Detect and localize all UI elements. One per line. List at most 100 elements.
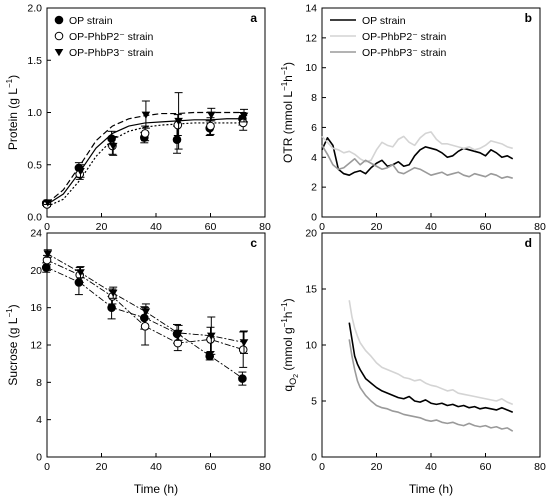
y-tick-label: 16	[30, 302, 42, 314]
x-axis-label: Time (h)	[409, 482, 453, 496]
x-tick-label: 20	[371, 221, 383, 233]
x-tick-label: 60	[480, 221, 492, 233]
y-tick-label: 0	[36, 452, 42, 464]
y-tick-label: 10	[305, 62, 317, 74]
marker-open-circle	[238, 118, 248, 128]
y-label-mid: h	[281, 312, 295, 319]
marker-filled-circle	[238, 374, 247, 383]
y-label-end: )	[281, 62, 295, 66]
x-tick-label: 80	[259, 221, 271, 233]
legend-entry: OP-PhbP2⁻ strain	[330, 31, 446, 43]
y-label-text: Sucrose (g L	[6, 317, 20, 385]
y-tick-label: 4	[36, 414, 42, 426]
y-label-text: Protein (g L	[6, 88, 20, 150]
marker-triangle-down	[43, 199, 53, 207]
panel-letter: d	[525, 236, 532, 250]
x-tick-label: 60	[205, 221, 217, 233]
marker-triangle-down	[108, 289, 118, 298]
x-tick-label: 60	[480, 461, 492, 473]
y-label-sup: −1	[280, 81, 289, 91]
legend-entry: OP strain	[330, 15, 406, 27]
y-axis-label: qO2 (mmol g−1h−1)	[280, 298, 300, 391]
legend-entry: OP strain	[54, 15, 113, 27]
x-tick-label: 40	[425, 221, 437, 233]
y-label-sup2: −1	[280, 65, 289, 75]
y-label-sup: −1	[280, 318, 289, 328]
marker-triangle-down	[239, 339, 249, 347]
y-tick-label: 12	[305, 32, 317, 44]
legend-entry: OP-PhbP2⁻ strain	[54, 31, 153, 43]
x-tick-label: 20	[96, 461, 108, 473]
x-tick-label: 0	[44, 461, 50, 473]
y-tick-label: 0	[311, 212, 317, 224]
y-tick-label: 1.0	[27, 107, 42, 119]
series-2	[348, 300, 514, 406]
legend-label: OP-PhbP3⁻ strain	[362, 47, 446, 59]
marker-open-circle	[54, 31, 64, 41]
marker-triangle-down	[239, 112, 249, 120]
y-label-text: q	[281, 385, 295, 392]
marker-open-circle	[140, 322, 150, 331]
y-label-sup: −1	[5, 308, 14, 318]
y-tick-label: 20	[305, 228, 317, 240]
panel-c: 0 4 8 12 16 20 24 0 20 40 60 80 c Time (h) Sucrose (g …	[5, 228, 271, 497]
x-tick-label: 80	[259, 461, 271, 473]
series-line	[321, 144, 513, 179]
marker-triangle-down	[76, 269, 85, 277]
y-tick-label: 8	[311, 92, 317, 104]
marker-filled-circle	[205, 351, 214, 361]
y-label-end: (mmol g	[281, 327, 295, 374]
y-tick-label: 2	[311, 182, 317, 194]
y-label-sup2: −1	[280, 302, 289, 312]
y-axis-label: OTR (mmol L−1h−1)	[280, 62, 295, 163]
marker-filled-circle	[172, 135, 182, 144]
series-line	[321, 131, 513, 163]
y-tick-label: 5	[311, 396, 317, 408]
y-label-text: OTR (mmol L	[281, 91, 295, 163]
x-tick-label: 40	[150, 221, 162, 233]
legend-entry: OP-PhbP3⁻ strain	[330, 47, 446, 59]
series-line	[348, 300, 514, 406]
series-3	[321, 144, 513, 179]
y-label-close: )	[281, 298, 295, 302]
x-tick-label: 0	[319, 221, 325, 233]
panel-letter: a	[250, 11, 257, 25]
y-tick-label: 4	[311, 152, 317, 164]
y-label-end: )	[6, 304, 20, 308]
plot-frame	[321, 232, 541, 458]
x-tick-label: 0	[319, 461, 325, 473]
panel-letter: b	[525, 11, 532, 25]
series-3	[43, 92, 249, 207]
y-tick-label: 12	[30, 340, 42, 352]
x-tick-label: 60	[205, 461, 217, 473]
marker-triangle-down	[174, 329, 183, 338]
y-tick-label: 0.0	[27, 212, 42, 224]
marker-triangle-down	[207, 111, 216, 119]
legend-label: OP-PhbP3⁻ strain	[69, 47, 153, 59]
marker-triangle-down	[108, 142, 118, 151]
y-tick-label: 14	[305, 3, 317, 15]
y-axis-label: Protein (g L−1)	[5, 75, 20, 150]
marker-filled-circle	[54, 15, 64, 25]
y-tick-label: 20	[30, 265, 42, 277]
y-tick-label: 1.5	[27, 55, 42, 67]
panel-letter: c	[250, 236, 257, 250]
marker-triangle-down	[207, 332, 216, 340]
marker-open-circle	[206, 121, 215, 131]
y-label-sub2: 2	[293, 374, 300, 378]
x-tick-label: 20	[96, 221, 108, 233]
legend-label: OP strain	[362, 15, 406, 27]
y-label-sup: −1	[5, 78, 14, 88]
y-tick-label: 2.0	[27, 3, 42, 15]
y-label-end: )	[6, 75, 20, 79]
legend-label: OP-PhbP2⁻ strain	[69, 31, 153, 43]
marker-filled-circle	[140, 313, 149, 323]
series-3	[43, 249, 249, 355]
y-tick-label: 15	[305, 284, 317, 296]
x-tick-label: 0	[44, 221, 50, 233]
x-axis-label: Time (h)	[134, 482, 178, 496]
marker-triangle-down	[141, 111, 151, 119]
